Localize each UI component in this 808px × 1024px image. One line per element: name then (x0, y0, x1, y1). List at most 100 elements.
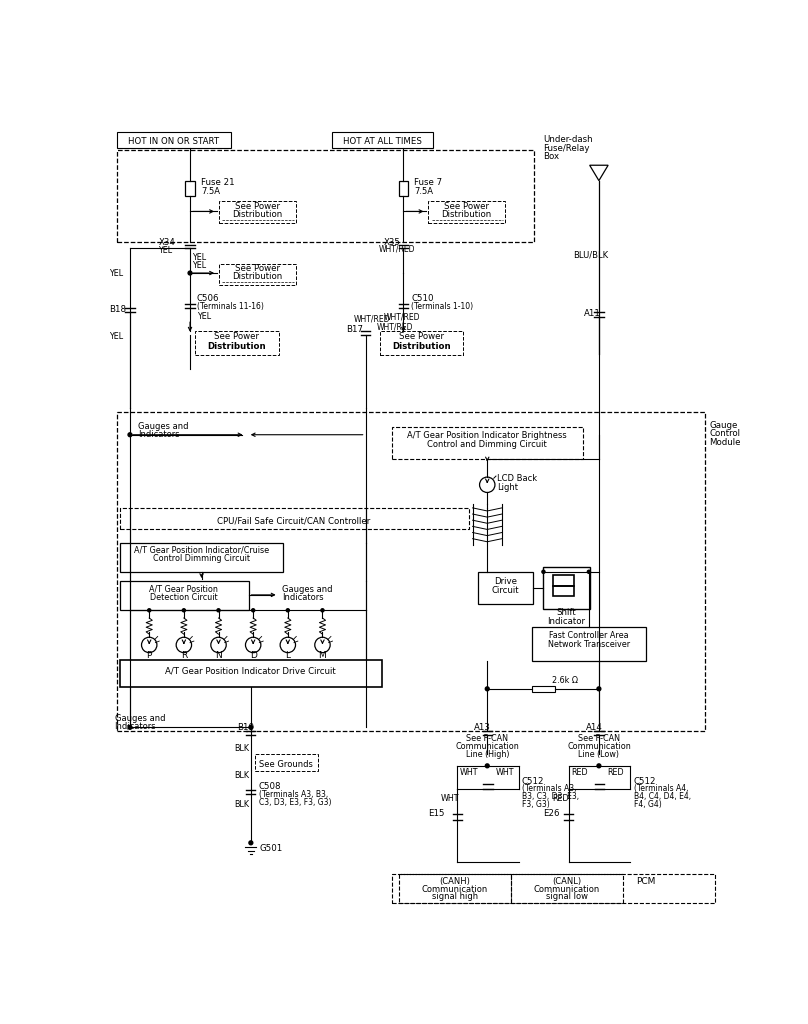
Text: Indicators: Indicators (137, 430, 179, 439)
Circle shape (286, 608, 289, 611)
Circle shape (486, 687, 489, 691)
Text: Line (Low): Line (Low) (579, 750, 620, 759)
Text: Module: Module (709, 438, 740, 446)
Bar (381, 331, 463, 355)
Text: See Grounds: See Grounds (259, 760, 314, 769)
Text: 2.6k Ω: 2.6k Ω (552, 676, 578, 685)
Text: Gauges and: Gauges and (115, 714, 165, 723)
Text: E15: E15 (428, 809, 444, 818)
Text: Circuit: Circuit (492, 586, 520, 595)
Text: Distribution: Distribution (232, 272, 282, 282)
Text: YEL: YEL (158, 246, 173, 255)
Text: C510: C510 (411, 294, 434, 303)
Text: WHT/RED: WHT/RED (353, 314, 389, 324)
Text: F3, G3): F3, G3) (522, 800, 549, 809)
Circle shape (587, 570, 591, 573)
Text: (Terminals A3,: (Terminals A3, (522, 784, 576, 794)
Text: See Power: See Power (234, 264, 280, 273)
Text: E26: E26 (543, 809, 559, 818)
Text: LCD Back: LCD Back (497, 474, 537, 483)
Text: Communication: Communication (533, 885, 600, 894)
Text: L: L (285, 651, 290, 660)
Bar (120, 508, 469, 529)
Text: C506: C506 (197, 294, 220, 303)
Text: Distribution: Distribution (393, 342, 451, 350)
Text: B4, C4, D4, E4,: B4, C4, D4, E4, (633, 793, 691, 801)
Text: F4, G4): F4, G4) (633, 800, 661, 809)
Text: BLU/BLK: BLU/BLK (573, 251, 608, 260)
Text: Communication: Communication (456, 742, 519, 751)
Text: Fuse 21: Fuse 21 (201, 178, 234, 187)
Text: C508: C508 (259, 782, 281, 792)
Text: WHT: WHT (496, 768, 514, 777)
Circle shape (188, 271, 192, 275)
Text: See Power: See Power (444, 202, 489, 211)
Text: A/T Gear Position: A/T Gear Position (149, 585, 218, 594)
Text: (CANL): (CANL) (552, 877, 581, 886)
Text: B3, C3, D3, E3,: B3, C3, D3, E3, (522, 793, 579, 801)
Text: WHT/RED: WHT/RED (377, 323, 413, 332)
Circle shape (251, 608, 255, 611)
Bar (185, 180, 195, 196)
Bar (117, 412, 705, 731)
Text: B10: B10 (237, 723, 254, 732)
Text: YEL: YEL (197, 312, 211, 322)
Text: C512: C512 (522, 777, 545, 785)
Circle shape (249, 841, 253, 845)
Bar (511, 873, 623, 903)
Text: BLK: BLK (234, 800, 249, 809)
Text: A/T Gear Position Indicator Brightness: A/T Gear Position Indicator Brightness (407, 431, 567, 440)
Text: Detection Circuit: Detection Circuit (150, 594, 217, 602)
Bar (120, 543, 283, 571)
Text: Network Transceiver: Network Transceiver (548, 640, 630, 648)
Text: See Power: See Power (234, 202, 280, 211)
Text: (Terminals A4,: (Terminals A4, (633, 784, 688, 794)
Text: Drive: Drive (494, 578, 517, 587)
Text: Box: Box (544, 153, 560, 161)
Text: Fuse/Relay: Fuse/Relay (544, 143, 590, 153)
Text: WHT: WHT (460, 768, 478, 777)
Text: CPU/Fail Safe Circuit/CAN Controller: CPU/Fail Safe Circuit/CAN Controller (217, 516, 371, 525)
Text: YEL: YEL (192, 253, 207, 262)
Circle shape (542, 570, 545, 573)
Bar (196, 331, 279, 355)
Text: Control and Dimming Circuit: Control and Dimming Circuit (427, 440, 547, 450)
Text: B18: B18 (109, 305, 126, 314)
Text: A14: A14 (586, 723, 603, 732)
Text: Distribution: Distribution (441, 210, 491, 219)
Text: C512: C512 (633, 777, 656, 785)
Text: Communication: Communication (567, 742, 631, 751)
Bar (117, 150, 534, 243)
Circle shape (217, 608, 220, 611)
Bar (392, 427, 583, 460)
Text: Distribution: Distribution (208, 342, 267, 350)
Circle shape (183, 608, 185, 611)
Text: YEL: YEL (109, 269, 124, 279)
Bar (553, 574, 574, 586)
Text: BLK: BLK (234, 771, 249, 780)
Text: Indicator: Indicator (548, 616, 586, 626)
Text: HOT IN ON OR START: HOT IN ON OR START (128, 137, 220, 145)
Text: C3, D3, E3, F3, G3): C3, D3, E3, F3, G3) (259, 798, 331, 807)
Text: Fuse 7: Fuse 7 (414, 178, 442, 187)
Circle shape (597, 687, 601, 691)
Text: BLK: BLK (234, 743, 249, 753)
Text: See F-CAN: See F-CAN (578, 734, 620, 743)
Text: A13: A13 (474, 723, 491, 732)
Bar (218, 202, 296, 223)
Text: Gauge: Gauge (709, 421, 738, 430)
Text: Light: Light (497, 482, 518, 492)
Text: Control Dimming Circuit: Control Dimming Circuit (153, 554, 250, 563)
Text: signal low: signal low (545, 892, 587, 901)
Text: YEL: YEL (192, 261, 207, 270)
Text: B17: B17 (347, 325, 364, 334)
Text: Shift: Shift (557, 608, 576, 617)
Text: Distribution: Distribution (232, 210, 282, 219)
Circle shape (321, 608, 324, 611)
Text: X34: X34 (158, 238, 175, 247)
Bar (478, 571, 533, 604)
Text: signal high: signal high (431, 892, 478, 901)
Text: RED: RED (552, 794, 569, 803)
Bar (532, 628, 646, 662)
Text: X35: X35 (383, 238, 400, 247)
